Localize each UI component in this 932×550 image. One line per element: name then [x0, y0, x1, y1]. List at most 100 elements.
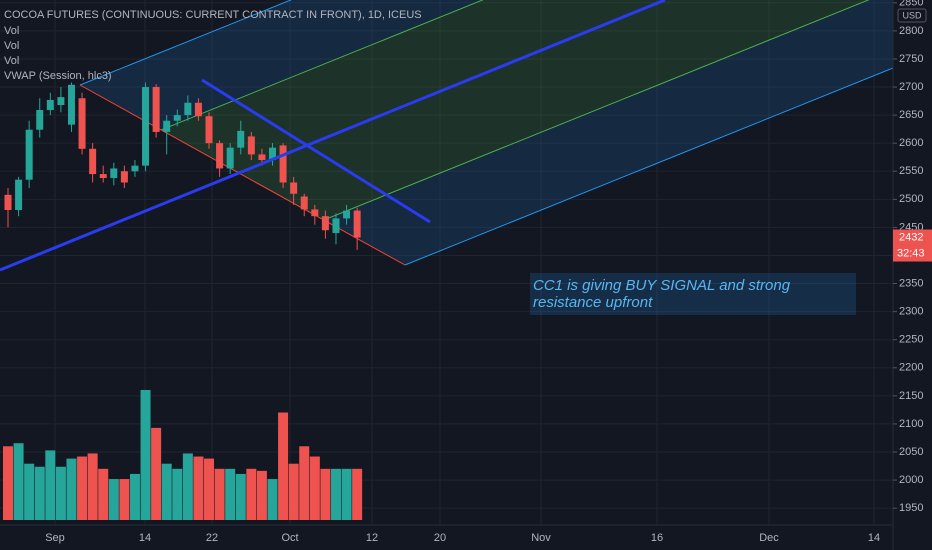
- candle-body: [4, 194, 12, 210]
- candle-body: [194, 102, 202, 117]
- candle-body: [343, 210, 351, 219]
- candle-body: [353, 210, 361, 238]
- y-tick-label: 2000: [899, 474, 923, 486]
- volume-bar: [87, 453, 98, 520]
- candle-body: [205, 116, 213, 144]
- y-tick-label: 2300: [899, 306, 923, 318]
- candle-body: [321, 216, 329, 231]
- currency: USD: [902, 10, 922, 20]
- y-tick-label: 2650: [899, 109, 923, 121]
- last-price: 2432: [899, 231, 923, 243]
- candle-body: [226, 147, 234, 169]
- candle-body: [25, 129, 33, 180]
- countdown: 32:43: [897, 247, 925, 259]
- x-tick-label: Dec: [759, 532, 779, 544]
- volume-bar: [278, 412, 289, 520]
- candle-body: [237, 130, 245, 148]
- x-tick-label: 14: [868, 532, 880, 544]
- fork-line: [404, 67, 893, 266]
- chart-title: COCOA FUTURES (CONTINUOUS: CURRENT CONTR…: [4, 9, 422, 21]
- fork-line: [79, 0, 293, 86]
- volume-bar: [309, 456, 320, 520]
- volume-bar: [34, 466, 45, 520]
- y-tick-label: 2350: [899, 277, 923, 289]
- volume-bar: [288, 463, 299, 520]
- candle-body: [99, 174, 107, 178]
- candle-body: [247, 136, 255, 155]
- candle-body: [269, 147, 276, 161]
- candle-body: [163, 120, 171, 132]
- currency-badge: [897, 8, 927, 23]
- volume-bar: [246, 468, 257, 520]
- indicator: Vol: [4, 55, 19, 67]
- fork-handle: [79, 84, 406, 266]
- candle-body: [142, 87, 150, 166]
- y-tick-label: 2200: [899, 362, 923, 374]
- y-tick-label: 2150: [899, 390, 923, 402]
- x-tick-label: Oct: [281, 532, 298, 544]
- volume-bar: [341, 468, 352, 520]
- volume-bar: [299, 446, 310, 520]
- annotation-box: [530, 273, 856, 315]
- candle-body: [216, 143, 224, 169]
- trend-line: [201, 78, 431, 224]
- y-tick-label: 2500: [899, 193, 923, 205]
- y-tick-label: 2850: [899, 0, 923, 9]
- y-tick-label: 2550: [899, 165, 923, 177]
- x-tick-label: 14: [139, 532, 151, 544]
- fork-line: [323, 0, 870, 221]
- candle-body: [78, 98, 86, 149]
- volume-bar: [45, 450, 56, 520]
- candle-body: [46, 99, 54, 111]
- volume-bar: [204, 458, 215, 520]
- volume-bar: [320, 468, 331, 520]
- countdown-box: [893, 245, 932, 262]
- candle-body: [332, 218, 340, 234]
- y-tick-label: 2800: [899, 25, 923, 37]
- x-tick-label: 20: [434, 532, 446, 544]
- volume-bar: [161, 463, 172, 520]
- indicator: VWAP (Session, hlc3): [4, 70, 112, 82]
- y-tick-label: 2250: [899, 334, 923, 346]
- y-tick-label: 1950: [899, 502, 923, 514]
- candle-body: [110, 168, 118, 178]
- trend-line: [0, 0, 666, 272]
- y-tick-label: 2600: [899, 137, 923, 149]
- volume-bar: [24, 463, 35, 520]
- fork-zone: [80, 0, 483, 130]
- volume-bar: [172, 468, 183, 520]
- volume-bar: [330, 468, 341, 520]
- trend-lines: [0, 0, 666, 272]
- fork-line: [160, 0, 484, 131]
- annotation: resistance upfront: [533, 294, 653, 311]
- volume-bar: [193, 456, 204, 520]
- candle-body: [290, 182, 298, 194]
- indicator: Vol: [4, 25, 19, 37]
- volume-bar: [267, 479, 278, 520]
- x-tick-label: 12: [366, 532, 378, 544]
- candle-body: [311, 209, 319, 217]
- y-tick-label: 2100: [899, 418, 923, 430]
- candle-body: [173, 115, 181, 121]
- x-tick-label: 22: [206, 532, 218, 544]
- volume-bar: [235, 473, 246, 520]
- y-tick-label: 2050: [899, 446, 923, 458]
- volume-bar: [55, 466, 66, 520]
- candle-body: [15, 179, 23, 210]
- candle-body: [184, 102, 192, 116]
- volume-bar: [13, 443, 24, 520]
- last-price-box: [893, 229, 932, 246]
- volume-bar: [214, 468, 225, 520]
- y-tick-label: 2750: [899, 53, 923, 65]
- candle-body: [57, 97, 65, 105]
- candle-body: [300, 196, 308, 210]
- volume-bar: [77, 456, 88, 520]
- volume-bar: [98, 468, 109, 520]
- x-tick-label: 16: [651, 532, 663, 544]
- x-tick-label: Sep: [45, 532, 65, 544]
- volume-bar: [129, 473, 140, 520]
- indicator: Vol: [4, 40, 19, 52]
- volume-bar: [66, 458, 77, 520]
